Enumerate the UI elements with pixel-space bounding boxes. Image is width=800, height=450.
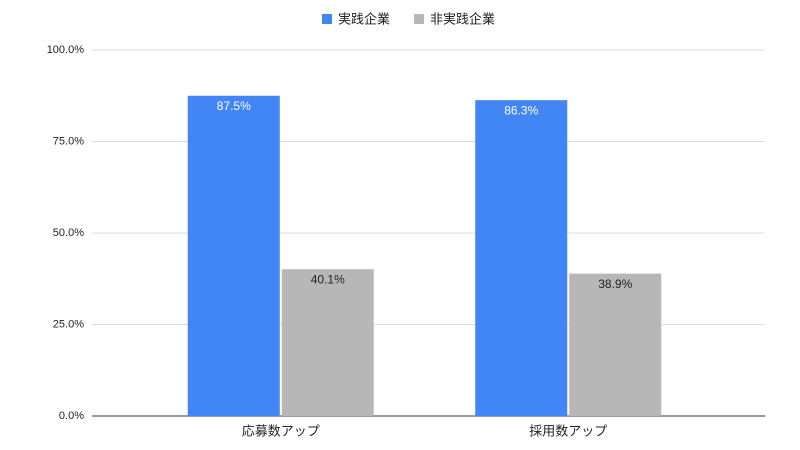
y-tick-label: 25.0% — [53, 318, 84, 330]
legend-label: 実践企業 — [338, 11, 390, 26]
value-label: 38.9% — [598, 277, 632, 291]
x-tick-label: 採用数アップ — [529, 423, 607, 438]
bar — [187, 95, 280, 416]
bar — [475, 100, 568, 416]
bar — [281, 269, 374, 416]
bar — [569, 273, 662, 416]
value-label: 86.3% — [504, 103, 538, 117]
y-tick-label: 50.0% — [53, 227, 84, 239]
value-label: 40.1% — [311, 272, 345, 286]
y-tick-label: 75.0% — [53, 135, 84, 147]
y-tick-label: 100.0% — [47, 44, 85, 56]
x-tick-label: 応募数アップ — [242, 423, 320, 438]
value-label: 87.5% — [217, 99, 251, 113]
legend-label: 非実践企業 — [430, 11, 495, 26]
legend-swatch — [414, 14, 425, 24]
y-tick-label: 0.0% — [59, 410, 84, 422]
legend-swatch — [322, 14, 332, 24]
